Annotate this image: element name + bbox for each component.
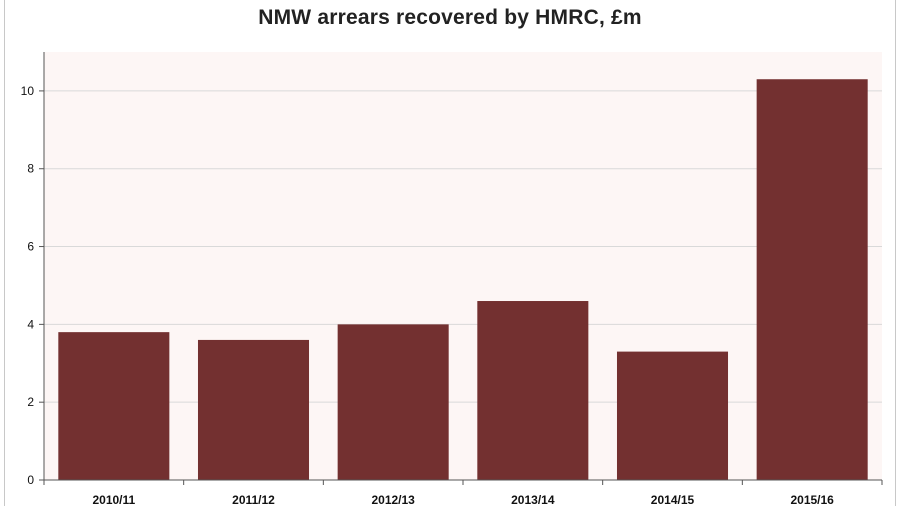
x-axis-labels: 2010/11 2011/12 2012/13 2013/14 2014/15 2015/… <box>92 480 883 506</box>
bars <box>58 79 868 481</box>
y-tick-label: 8 <box>27 162 34 176</box>
bar-2015-16 <box>756 79 868 481</box>
gridlines <box>44 90 882 403</box>
x-tick-label: 2010/11 <box>92 493 135 506</box>
y-tick-label: 4 <box>27 317 34 331</box>
plot-area <box>44 52 882 480</box>
chart-title: NMW arrears recovered by HMRC, £m <box>258 6 642 29</box>
axes <box>39 52 882 485</box>
y-tick-label: 10 <box>21 84 35 98</box>
bar-2011-12 <box>197 339 310 480</box>
x-tick-label: 2015/16 <box>790 493 834 506</box>
bar-2012-13 <box>337 324 449 480</box>
bar-2013-14 <box>477 301 589 480</box>
y-tick-label: 6 <box>27 240 34 254</box>
x-tick-label: 2012/13 <box>371 493 415 506</box>
x-tick-label: 2011/12 <box>232 493 275 506</box>
x-tick-label: 2014/15 <box>651 493 695 506</box>
chart-frame <box>4 0 896 506</box>
y-axis-ticks: 0 2 4 6 8 10 <box>21 84 44 487</box>
y-tick-label: 0 <box>27 473 34 487</box>
bar-2014-15 <box>616 351 729 480</box>
bar-2010-11 <box>58 332 170 480</box>
x-tick-label: 2013/14 <box>511 493 555 506</box>
y-tick-label: 2 <box>27 395 34 409</box>
